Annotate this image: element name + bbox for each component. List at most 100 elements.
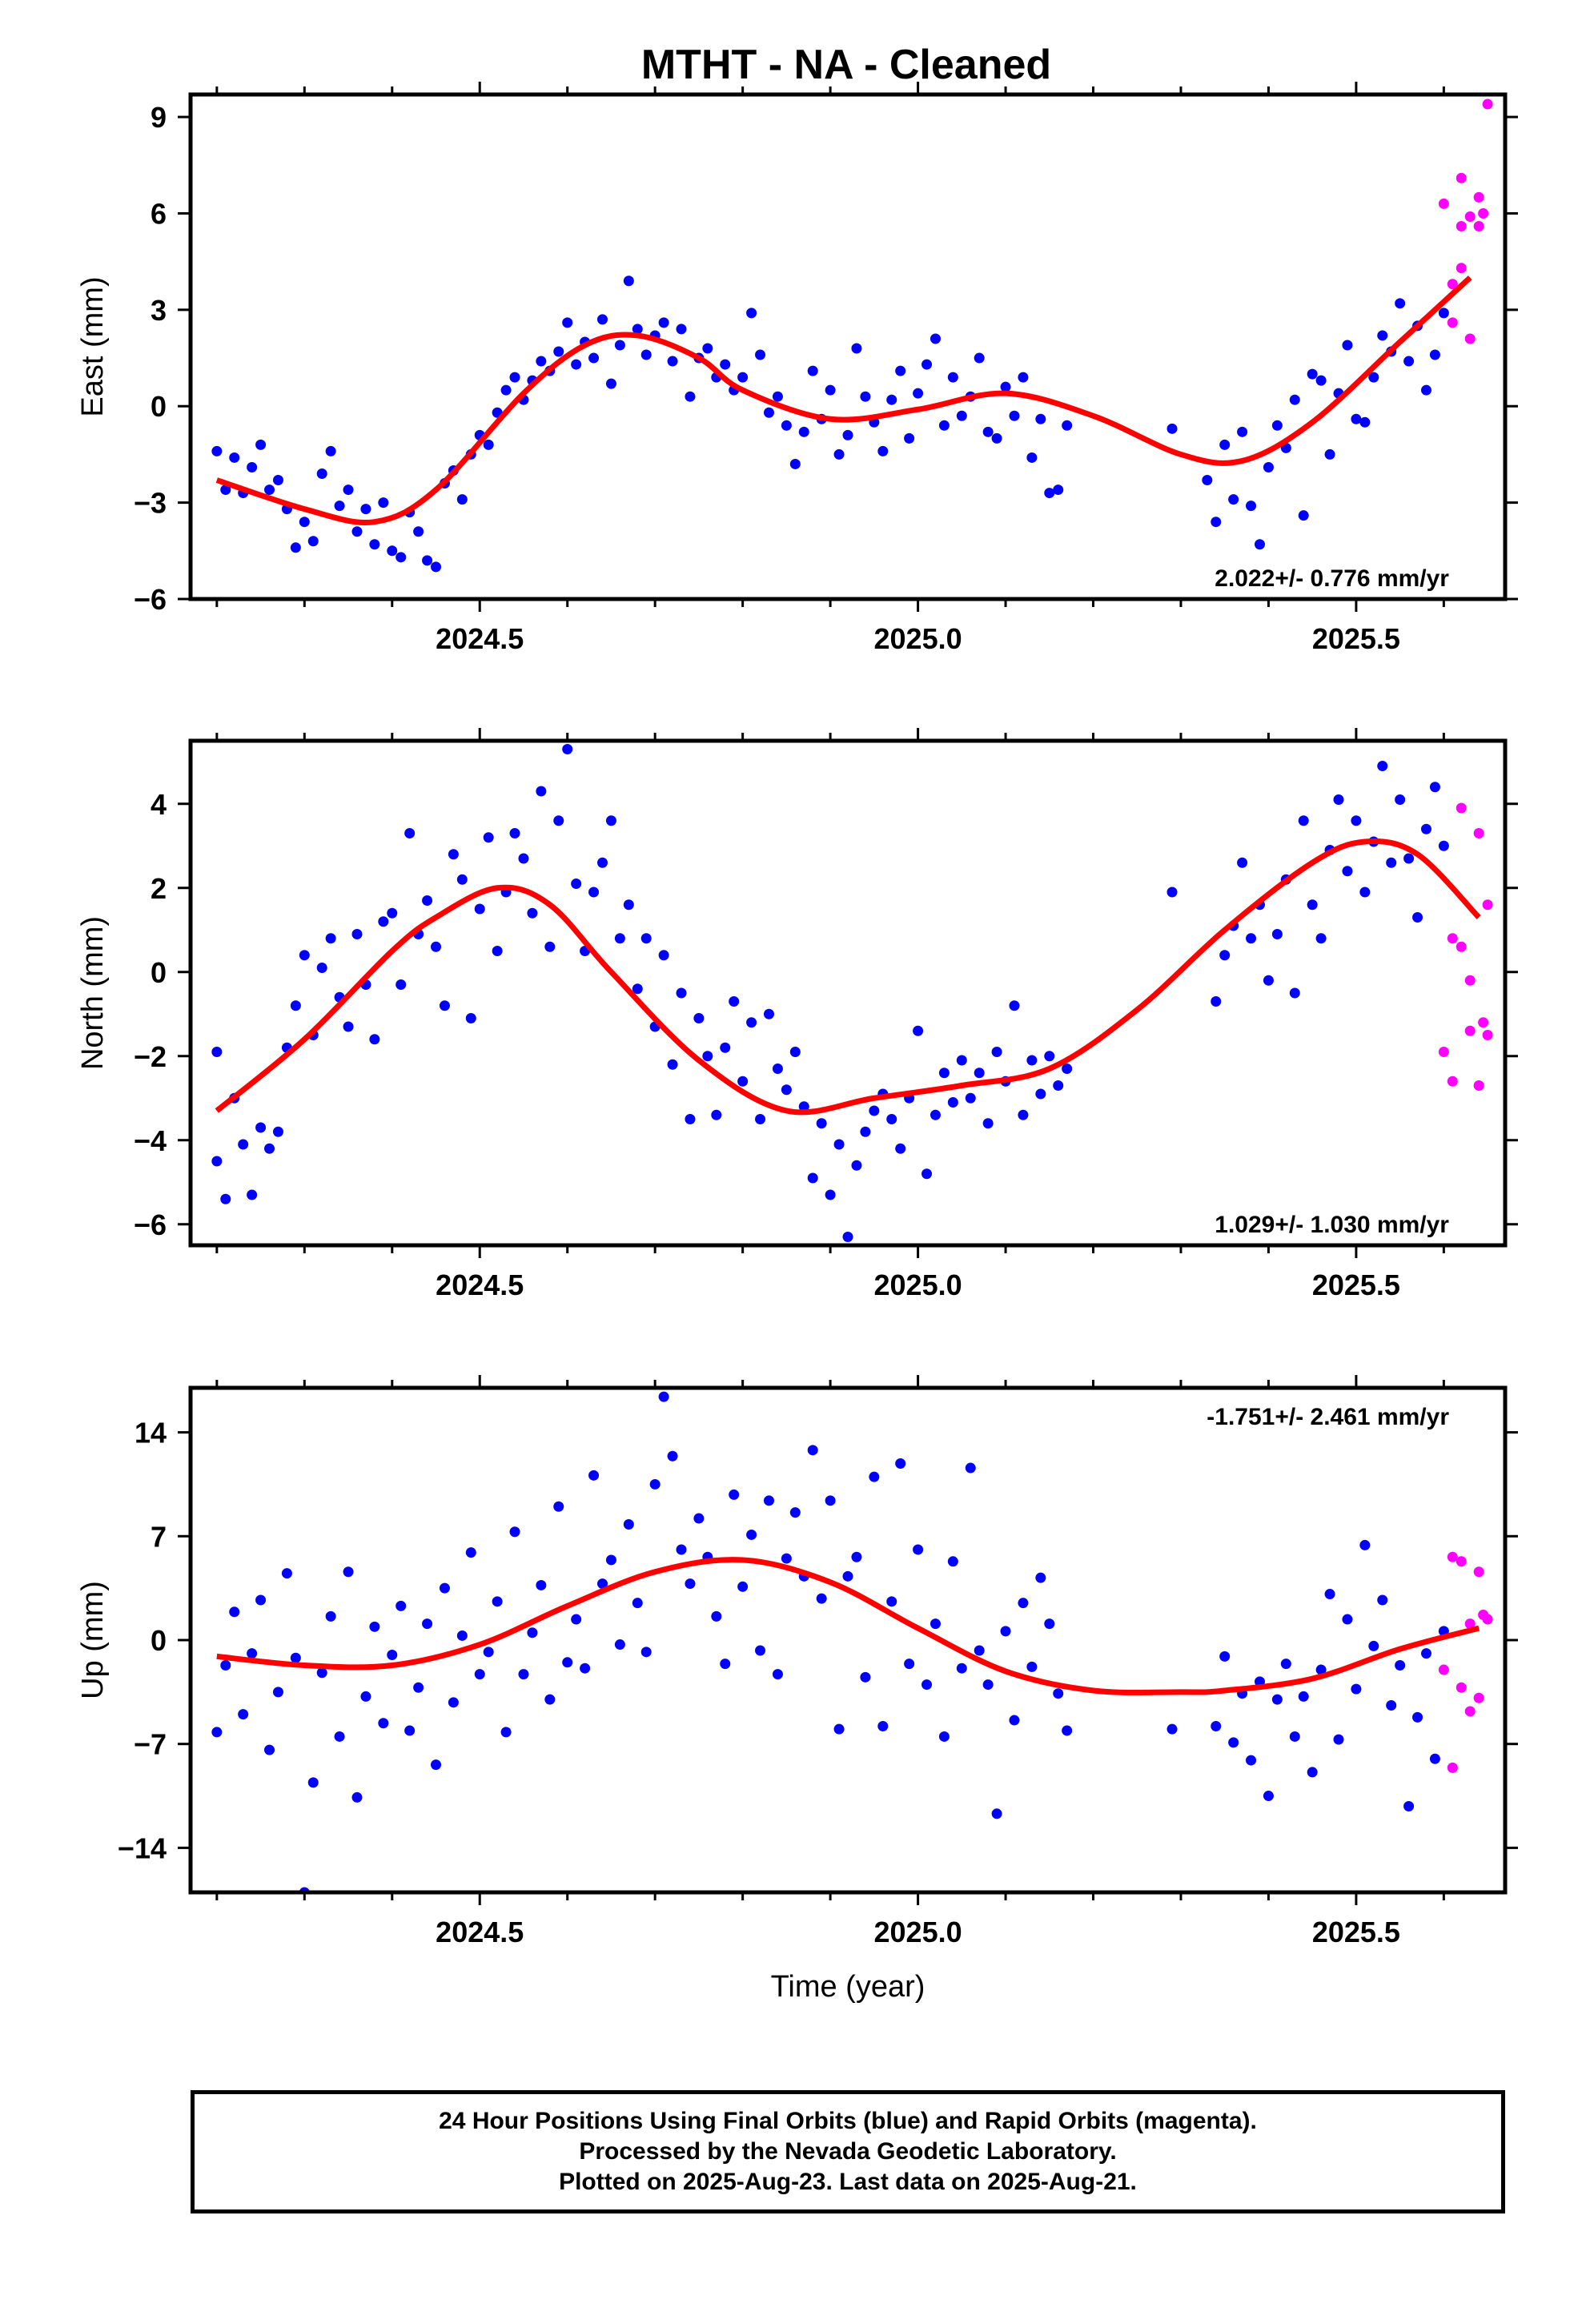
- up-final-point: [1386, 1700, 1397, 1711]
- up-final-point: [1315, 1664, 1327, 1675]
- north-rapid-point: [1456, 941, 1467, 952]
- up-ytick-label: 7: [151, 1520, 167, 1553]
- east-final-point: [369, 539, 380, 550]
- north-ylabel: North (mm): [76, 916, 110, 1070]
- east-ytick-label: 6: [151, 197, 167, 230]
- north-final-point: [1395, 794, 1406, 805]
- east-final-point: [220, 485, 231, 496]
- north-final-point: [685, 1114, 696, 1124]
- east-final-point: [1263, 461, 1274, 472]
- north-final-point: [965, 1092, 976, 1104]
- east-final-point: [1438, 308, 1449, 319]
- up-rapid-point: [1473, 1692, 1484, 1703]
- up-final-point: [1377, 1594, 1388, 1606]
- east-final-point: [947, 372, 958, 383]
- up-final-point: [623, 1518, 634, 1530]
- east-final-point: [860, 391, 871, 402]
- up-rapid-point: [1464, 1706, 1476, 1717]
- north-final-point: [1246, 933, 1257, 944]
- up-final-point: [316, 1667, 327, 1679]
- north-final-point: [1403, 853, 1415, 864]
- north-final-point: [1333, 794, 1344, 805]
- up-final-point: [1403, 1801, 1415, 1812]
- up-final-point: [1307, 1767, 1318, 1778]
- up-final-point: [211, 1727, 223, 1738]
- up-final-point: [369, 1621, 380, 1632]
- up-rapid-point: [1456, 1556, 1467, 1567]
- east-final-point: [422, 555, 433, 566]
- north-final-point: [456, 874, 468, 885]
- up-final-point: [1211, 1720, 1222, 1731]
- up-final-point: [465, 1547, 476, 1558]
- north-final-point: [1237, 857, 1248, 868]
- north-final-point: [720, 1042, 731, 1053]
- up-final-point: [938, 1731, 950, 1742]
- up-final-point: [1271, 1694, 1283, 1705]
- north-xtick-label: 2025.5: [1312, 1269, 1400, 1301]
- north-final-point: [1289, 987, 1300, 999]
- up-final-point: [1044, 1618, 1055, 1630]
- east-final-point: [974, 352, 985, 364]
- north-final-point: [220, 1193, 231, 1204]
- east-rapid-point: [1447, 317, 1458, 328]
- east-ytick-label: 0: [151, 390, 167, 423]
- east-final-point: [755, 349, 766, 360]
- up-model-line: [216, 1557, 1480, 1696]
- up-final-point: [474, 1669, 485, 1680]
- east-ytick-label: 9: [151, 101, 167, 134]
- east-final-point: [1289, 394, 1300, 405]
- up-final-point: [1053, 1688, 1064, 1699]
- north-final-point: [483, 832, 494, 843]
- up-final-point: [1000, 1626, 1011, 1637]
- east-final-point: [781, 420, 792, 431]
- north-rapid-point: [1447, 933, 1458, 944]
- east-final-point: [509, 372, 520, 383]
- east-final-point: [290, 542, 301, 553]
- up-final-point: [1280, 1659, 1291, 1670]
- east-final-point: [596, 314, 608, 325]
- east-rapid-point: [1456, 221, 1467, 232]
- up-final-point: [1228, 1737, 1239, 1748]
- east-rapid-point: [1478, 207, 1489, 219]
- north-final-point: [290, 1000, 301, 1011]
- footer-line-2: Processed by the Nevada Geodetic Laborat…: [579, 2138, 1117, 2165]
- north-final-point: [781, 1084, 792, 1096]
- up-final-point: [842, 1570, 853, 1582]
- east-final-point: [640, 349, 652, 360]
- north-final-point: [1438, 840, 1449, 851]
- up-final-point: [290, 1652, 301, 1663]
- east-final-point: [614, 340, 625, 351]
- east-final-point: [264, 485, 275, 496]
- north-final-point: [816, 1118, 827, 1129]
- north-xtick-label: 2025.0: [874, 1269, 962, 1301]
- east-final-point: [991, 432, 1002, 444]
- up-final-point: [746, 1529, 757, 1540]
- up-final-point: [816, 1593, 827, 1604]
- up-final-point: [220, 1660, 231, 1671]
- north-final-point: [264, 1143, 275, 1154]
- east-final-point: [588, 352, 600, 364]
- north-final-point: [571, 879, 582, 889]
- north-final-point: [913, 1025, 924, 1036]
- east-final-point: [351, 526, 363, 537]
- east-final-point: [316, 468, 327, 480]
- east-final-point: [605, 378, 616, 389]
- east-final-point: [1202, 475, 1213, 486]
- up-final-point: [851, 1551, 862, 1562]
- up-final-point: [947, 1556, 958, 1567]
- east-final-point: [833, 448, 845, 460]
- north-final-point: [1298, 815, 1309, 826]
- up-final-point: [614, 1639, 625, 1651]
- north-final-point: [1062, 1063, 1073, 1074]
- up-final-point: [334, 1731, 345, 1742]
- east-final-point: [1237, 426, 1248, 437]
- up-final-point: [255, 1594, 267, 1606]
- up-xtick-label: 2025.5: [1312, 1916, 1400, 1948]
- north-final-point: [605, 815, 616, 826]
- north-final-point: [1342, 866, 1353, 877]
- up-final-point: [1219, 1651, 1231, 1662]
- north-final-point: [702, 1051, 713, 1062]
- east-final-point: [211, 445, 223, 456]
- east-rapid-point: [1464, 333, 1476, 344]
- north-final-point: [238, 1139, 249, 1150]
